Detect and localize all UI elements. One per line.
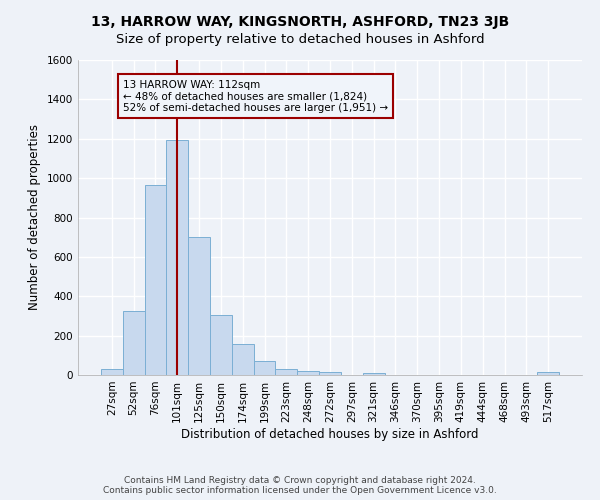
- Text: Size of property relative to detached houses in Ashford: Size of property relative to detached ho…: [116, 32, 484, 46]
- Bar: [145, 185, 166, 375]
- Text: 13 HARROW WAY: 112sqm
← 48% of detached houses are smaller (1,824)
52% of semi-d: 13 HARROW WAY: 112sqm ← 48% of detached …: [123, 80, 388, 113]
- Bar: [232, 344, 254, 375]
- X-axis label: Distribution of detached houses by size in Ashford: Distribution of detached houses by size …: [181, 428, 479, 440]
- Bar: [210, 315, 232, 375]
- Bar: [123, 311, 145, 375]
- Bar: [188, 237, 210, 375]
- Bar: [254, 361, 275, 375]
- Bar: [166, 140, 188, 375]
- Y-axis label: Number of detached properties: Number of detached properties: [28, 124, 41, 310]
- Bar: [275, 370, 297, 375]
- Text: 13, HARROW WAY, KINGSNORTH, ASHFORD, TN23 3JB: 13, HARROW WAY, KINGSNORTH, ASHFORD, TN2…: [91, 15, 509, 29]
- Text: Contains HM Land Registry data © Crown copyright and database right 2024.
Contai: Contains HM Land Registry data © Crown c…: [103, 476, 497, 495]
- Bar: [101, 369, 123, 375]
- Bar: [319, 372, 341, 375]
- Bar: [537, 372, 559, 375]
- Bar: [363, 373, 385, 375]
- Bar: [297, 372, 319, 375]
